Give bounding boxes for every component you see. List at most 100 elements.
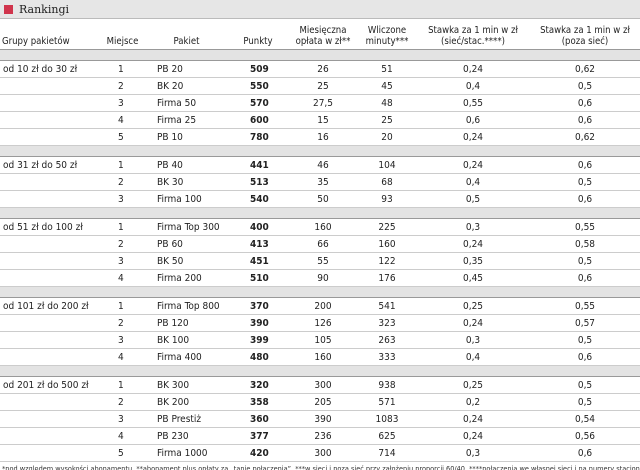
group-empty <box>0 410 100 428</box>
cell: 0,5 <box>530 252 640 270</box>
cell: 0,62 <box>530 128 640 146</box>
cell: 413 <box>228 235 288 253</box>
separator-cell <box>0 207 640 219</box>
cell: 358 <box>228 393 288 411</box>
cell: 4 <box>100 111 145 129</box>
group-empty <box>0 173 100 191</box>
cell: 0,5 <box>530 77 640 95</box>
cell: 0,24 <box>416 235 530 253</box>
footnote: *pod względem wysokości abonamentu, **ab… <box>2 464 640 470</box>
group-empty <box>0 444 100 462</box>
cell: 0,6 <box>416 111 530 129</box>
group-separator <box>0 49 640 61</box>
cell: BK 100 <box>145 331 228 349</box>
group-empty <box>0 427 100 445</box>
cell: 0,24 <box>416 60 530 78</box>
cell: 0,5 <box>530 331 640 349</box>
cell: 0,58 <box>530 235 640 253</box>
group-empty <box>0 94 100 112</box>
cell: 48 <box>358 94 416 112</box>
cell: 0,6 <box>530 348 640 366</box>
cell: 360 <box>228 410 288 428</box>
cell: 176 <box>358 269 416 287</box>
cell: Firma 200 <box>145 269 228 287</box>
group-label: od 10 zł do 30 zł <box>0 60 100 78</box>
cell: BK 200 <box>145 393 228 411</box>
cell: 160 <box>288 218 358 236</box>
cell: 3 <box>100 190 145 208</box>
table-row: 3 Firma 100 540 50 93 0,5 0,6 <box>0 190 640 208</box>
cell: 104 <box>358 156 416 174</box>
cell: PB 60 <box>145 235 228 253</box>
cell: 0,5 <box>530 173 640 191</box>
cell: PB 230 <box>145 427 228 445</box>
group-empty <box>0 393 100 411</box>
table-row: od 31 zł do 50 zł 1 PB 40 441 46 104 0,24 0,6 <box>0 156 640 174</box>
cell: 1 <box>100 376 145 394</box>
cell: 0,3 <box>416 444 530 462</box>
group-separator <box>0 207 640 219</box>
cell: 570 <box>228 94 288 112</box>
cell: 0,55 <box>416 94 530 112</box>
group-empty <box>0 331 100 349</box>
cell: 0,24 <box>416 427 530 445</box>
cell: 1 <box>100 156 145 174</box>
cell: 370 <box>228 297 288 315</box>
cell: 35 <box>288 173 358 191</box>
cell: 600 <box>228 111 288 129</box>
cell: 5 <box>100 444 145 462</box>
cell: 26 <box>288 60 358 78</box>
cell: 0,55 <box>530 297 640 315</box>
cell: 68 <box>358 173 416 191</box>
cell: 0,25 <box>416 376 530 394</box>
cell: 27,5 <box>288 94 358 112</box>
cell: 50 <box>288 190 358 208</box>
column-header: Grupy pakietów <box>0 19 100 50</box>
cell: 20 <box>358 128 416 146</box>
cell: 1 <box>100 297 145 315</box>
group-empty <box>0 252 100 270</box>
cell: 0,2 <box>416 393 530 411</box>
table-row: 2 PB 120 390 126 323 0,24 0,57 <box>0 314 640 332</box>
cell: 0,6 <box>530 156 640 174</box>
cell: 540 <box>228 190 288 208</box>
cell: 0,24 <box>416 128 530 146</box>
cell: 126 <box>288 314 358 332</box>
table-row: 3 Firma 50 570 27,5 48 0,55 0,6 <box>0 94 640 112</box>
cell: 51 <box>358 60 416 78</box>
cell: 333 <box>358 348 416 366</box>
cell: 0,25 <box>416 297 530 315</box>
cell: 451 <box>228 252 288 270</box>
cell: 3 <box>100 252 145 270</box>
cell: 0,62 <box>530 60 640 78</box>
cell: PB 120 <box>145 314 228 332</box>
cell: 1 <box>100 218 145 236</box>
cell: 5 <box>100 128 145 146</box>
cell: 0,6 <box>530 269 640 287</box>
group-empty <box>0 128 100 146</box>
column-header: Miesięczna opłata w zł** <box>288 19 358 50</box>
cell: 25 <box>288 77 358 95</box>
cell: 0,6 <box>530 111 640 129</box>
group-empty <box>0 348 100 366</box>
group-empty <box>0 235 100 253</box>
cell: 300 <box>288 444 358 462</box>
cell: 1 <box>100 60 145 78</box>
group-label: od 101 zł do 200 zł <box>0 297 100 315</box>
cell: 714 <box>358 444 416 462</box>
cell: 420 <box>228 444 288 462</box>
table-row: 3 BK 50 451 55 122 0,35 0,5 <box>0 252 640 270</box>
footnotes: *pod względem wysokości abonamentu, **ab… <box>0 462 640 470</box>
cell: 4 <box>100 348 145 366</box>
table-row: od 201 zł do 500 zł 1 BK 300 320 300 938 0,25 0… <box>0 376 640 394</box>
cell: 93 <box>358 190 416 208</box>
cell: Firma 50 <box>145 94 228 112</box>
cell: 0,5 <box>416 190 530 208</box>
cell: 2 <box>100 235 145 253</box>
cell: 0,4 <box>416 77 530 95</box>
cell: 510 <box>228 269 288 287</box>
table-row: 3 BK 100 399 105 263 0,3 0,5 <box>0 331 640 349</box>
cell: 550 <box>228 77 288 95</box>
cell: 3 <box>100 410 145 428</box>
cell: 400 <box>228 218 288 236</box>
